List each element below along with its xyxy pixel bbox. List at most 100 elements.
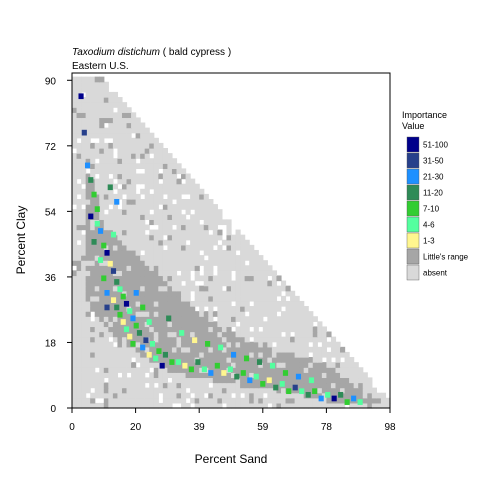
heatmap-cell bbox=[194, 397, 200, 404]
heatmap-cell bbox=[171, 178, 178, 185]
heatmap-cell bbox=[90, 148, 96, 154]
heatmap-cell bbox=[321, 402, 327, 409]
heatmap-cell bbox=[185, 204, 191, 210]
heatmap-cell bbox=[199, 290, 205, 297]
heatmap-cell bbox=[144, 392, 150, 399]
heatmap-cell bbox=[144, 316, 150, 322]
heatmap-cell bbox=[244, 377, 250, 384]
heatmap-cell bbox=[194, 255, 200, 261]
heatmap-cell bbox=[135, 255, 141, 261]
importance-cell bbox=[88, 213, 94, 220]
heatmap-cell bbox=[90, 244, 96, 251]
heatmap-cell bbox=[262, 306, 268, 312]
importance-cell bbox=[325, 391, 331, 398]
heatmap-cell bbox=[108, 214, 114, 220]
heatmap-cell bbox=[190, 346, 196, 353]
heatmap-cell bbox=[312, 357, 318, 363]
heatmap-cell bbox=[144, 127, 150, 134]
heatmap-cell bbox=[176, 224, 182, 231]
heatmap-cell bbox=[140, 188, 146, 195]
heatmap-cell bbox=[158, 188, 164, 195]
heatmap-cell bbox=[340, 402, 346, 409]
heatmap-cell bbox=[99, 117, 105, 124]
heatmap-cell bbox=[285, 331, 291, 338]
heatmap-cell bbox=[158, 372, 164, 379]
heatmap-cell bbox=[326, 372, 332, 379]
heatmap-cell bbox=[72, 97, 78, 103]
heatmap-cell bbox=[131, 148, 137, 154]
heatmap-cell bbox=[117, 280, 123, 287]
plot-frame bbox=[71, 72, 391, 409]
heatmap-cell bbox=[121, 127, 128, 134]
heatmap-cell bbox=[72, 229, 78, 236]
heatmap-cell bbox=[326, 357, 332, 363]
heatmap-cell bbox=[85, 219, 91, 226]
heatmap-cell bbox=[190, 193, 196, 200]
heatmap-cell bbox=[212, 326, 218, 333]
heatmap-cell bbox=[171, 336, 178, 343]
heatmap-cell bbox=[262, 377, 268, 384]
heatmap-cell bbox=[321, 336, 327, 343]
heatmap-cell bbox=[140, 275, 146, 282]
heatmap-cell bbox=[290, 336, 296, 343]
importance-cell bbox=[351, 395, 357, 402]
heatmap-cell bbox=[76, 153, 82, 159]
heatmap-cell bbox=[190, 244, 196, 251]
heatmap-cell bbox=[121, 204, 128, 210]
heatmap-cell bbox=[335, 351, 341, 358]
heatmap-cell bbox=[249, 285, 255, 292]
heatmap-cell bbox=[267, 387, 273, 394]
heatmap-cell bbox=[258, 351, 264, 358]
legend-label: 1-3 bbox=[423, 237, 435, 246]
heatmap-cell bbox=[81, 300, 87, 307]
importance-cell bbox=[143, 337, 149, 344]
heatmap-cell bbox=[131, 112, 137, 119]
heatmap-cell bbox=[135, 137, 141, 144]
heatmap-cell bbox=[131, 377, 137, 384]
heatmap-cell bbox=[149, 387, 155, 394]
heatmap-cell bbox=[190, 224, 196, 231]
heatmap-cell bbox=[308, 326, 314, 333]
heatmap-cell bbox=[199, 372, 205, 379]
heatmap-cell bbox=[126, 188, 132, 195]
heatmap-cell bbox=[162, 209, 168, 215]
heatmap-cell bbox=[131, 280, 137, 287]
heatmap-cell bbox=[244, 244, 250, 251]
importance-cell bbox=[273, 384, 279, 391]
heatmap-cell bbox=[303, 367, 309, 373]
heatmap-cell bbox=[208, 260, 214, 266]
heatmap-cell bbox=[199, 316, 205, 322]
heatmap-cell bbox=[112, 377, 119, 384]
heatmap-cell bbox=[212, 285, 218, 292]
heatmap-cell bbox=[126, 173, 132, 180]
heatmap-cell bbox=[294, 402, 300, 409]
heatmap-cell bbox=[72, 86, 78, 93]
heatmap-cell bbox=[181, 270, 187, 277]
heatmap-cell bbox=[203, 234, 209, 241]
heatmap-cell bbox=[253, 377, 259, 384]
importance-cell bbox=[91, 239, 97, 245]
heatmap-cell bbox=[235, 290, 241, 297]
heatmap-cell bbox=[362, 402, 368, 409]
heatmap-cell bbox=[94, 224, 100, 231]
heatmap-cell bbox=[362, 387, 368, 394]
heatmap-cell bbox=[149, 357, 155, 363]
heatmap-cell bbox=[144, 142, 150, 149]
heatmap-cell bbox=[72, 316, 78, 322]
heatmap-cell bbox=[217, 270, 223, 277]
heatmap-cell bbox=[140, 122, 146, 129]
heatmap-cell bbox=[81, 362, 87, 368]
heatmap-cell bbox=[126, 392, 132, 399]
heatmap-cell bbox=[108, 168, 114, 175]
heatmap-cell bbox=[330, 336, 337, 343]
heatmap-cell bbox=[140, 316, 146, 322]
heatmap-cell bbox=[90, 392, 96, 399]
heatmap-cell bbox=[94, 280, 100, 287]
heatmap-cell bbox=[312, 336, 318, 343]
heatmap-cell bbox=[131, 234, 137, 241]
heatmap-cell bbox=[290, 295, 296, 302]
heatmap-cell bbox=[208, 219, 214, 226]
heatmap-cell bbox=[158, 234, 164, 241]
heatmap-cell bbox=[135, 153, 141, 159]
heatmap-cell bbox=[140, 357, 146, 363]
